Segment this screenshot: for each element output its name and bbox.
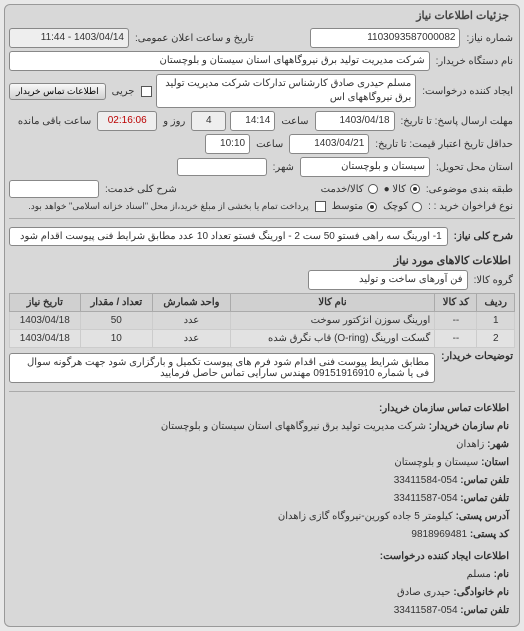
c-addr-value: کیلومتر 5 جاده کورین-نیروگاه گازی زاهدان	[278, 511, 453, 522]
creator-block: اطلاعات ایجاد کننده درخواست: نام: مسلم ن…	[9, 546, 515, 622]
need-title-label: شرح کلی نیاز:	[452, 231, 515, 242]
c-post-label: کد پستی:	[470, 529, 509, 540]
radio-small-label: کوچک	[381, 201, 410, 212]
deadline-label: مهلت ارسال پاسخ: تا تاریخ:	[399, 116, 515, 127]
radio-medium-label: متوسط	[330, 201, 365, 212]
divider-2	[9, 391, 515, 392]
deadline-time-label: ساعت	[279, 116, 310, 127]
delivery-loc-field: سیستان و بلوچستان	[300, 157, 430, 177]
details-panel: جزئیات اطلاعات نیاز شماره نیاز: 11030935…	[4, 4, 520, 627]
announce-field: 1403/04/14 - 11:44	[9, 28, 129, 48]
prepay-checkbox[interactable]	[315, 201, 326, 212]
col-name: نام کالا	[230, 294, 435, 312]
desc-label: توضیحات خریدار:	[439, 351, 515, 362]
remain-time-field: 02:16:06	[97, 111, 157, 131]
cr-first-label: نام:	[494, 569, 509, 580]
org-label: نام دستگاه خریدار:	[434, 56, 515, 67]
desc-field: مطابق شرایط پیوست فنی اقدام شود فرم های …	[9, 353, 435, 383]
prepay-label: پرداخت تمام یا بخشی از مبلغ خرید،از محل …	[26, 201, 310, 212]
cr-last-label: نام خانوادگی:	[453, 587, 509, 598]
group-field: فن آورهای ساخت و تولید	[308, 270, 468, 290]
radio-goods-label: کالا ●	[382, 184, 408, 195]
org-field: شرکت مدیریت تولید برق نیروگاههای استان س…	[9, 51, 430, 71]
c-prov-label: استان:	[481, 457, 509, 468]
deadline-time-field: 14:14	[230, 111, 275, 131]
need-title-field: 1- اورینگ سه راهی فستو 50 ست 2 - اورینگ …	[9, 227, 448, 246]
col-code: کد کالا	[435, 294, 477, 312]
col-date: تاریخ نیاز	[10, 294, 81, 312]
remain-days-field: 4	[191, 111, 226, 131]
validity-label: حداقل تاریخ اعتبار قیمت: تا تاریخ:	[373, 139, 515, 150]
table-row: 2 -- گسکت اورینگ (O-ring) قاب نگرق شده ع…	[10, 330, 515, 348]
req-no-label: شماره نیاز:	[464, 33, 515, 44]
buyer-contact-button[interactable]: اطلاعات تماس خریدار	[9, 83, 106, 100]
goods-section-label: اطلاعات کالاهای مورد نیاز	[13, 254, 511, 267]
partial-checkbox[interactable]	[141, 86, 152, 97]
c-tel-label: تلفن تماس:	[460, 475, 509, 486]
requester-label: ایجاد کننده درخواست:	[420, 86, 515, 97]
radio-service-label: کالا/خدمت	[319, 184, 366, 195]
group-label: گروه کالا:	[472, 275, 515, 286]
deadline-date-field: 1403/04/18	[315, 111, 395, 131]
pkg-label: طبقه بندی موضوعی:	[424, 184, 515, 195]
c-fax-label: تلفن تماس:	[460, 493, 509, 504]
table-header-row: ردیف کد کالا نام کالا واحد شمارش تعداد /…	[10, 294, 515, 312]
contact-block: اطلاعات تماس سازمان خریدار: نام سازمان خ…	[9, 398, 515, 546]
divider-1	[9, 218, 515, 219]
cr-phone-label: تلفن تماس:	[460, 605, 509, 616]
creator-section-label: اطلاعات ایجاد کننده درخواست:	[15, 548, 509, 566]
days-and-label: روز و	[161, 116, 187, 127]
validity-time-field: 10:10	[205, 134, 250, 154]
service-desc-label: شرح کلی خدمت:	[103, 184, 179, 195]
radio-medium[interactable]	[367, 202, 377, 212]
c-addr-label: آدرس پستی:	[456, 511, 509, 522]
partial-label: جریی	[110, 86, 137, 97]
validity-date-field: 1403/04/21	[289, 134, 369, 154]
delivery-loc-label: استان محل تحویل:	[434, 162, 515, 173]
items-table: ردیف کد کالا نام کالا واحد شمارش تعداد /…	[9, 293, 515, 348]
c-post-value: 9818969481	[411, 529, 467, 540]
table-row: 1 -- اورینگ سوزن انژکتور سوخت عدد 50 140…	[10, 312, 515, 330]
c-city-value: زاهدان	[456, 439, 484, 450]
radio-small[interactable]	[412, 202, 422, 212]
c-org-label: نام سازمان خریدار:	[429, 421, 509, 432]
cr-last-value: حیدری صادق	[397, 587, 451, 598]
city-field	[177, 158, 267, 176]
cr-first-value: مسلم	[467, 569, 491, 580]
cr-phone-value: 054-33411587	[394, 605, 458, 616]
radio-goods[interactable]	[410, 184, 420, 194]
col-unit: واحد شمارش	[153, 294, 231, 312]
panel-title: جزئیات اطلاعات نیاز	[15, 9, 509, 22]
c-prov-value: سیستان و بلوچستان	[394, 457, 478, 468]
announce-label: تاریخ و ساعت اعلان عمومی:	[133, 33, 256, 44]
col-row: ردیف	[477, 294, 515, 312]
remain-label: ساعت باقی مانده	[16, 116, 93, 127]
service-desc-field	[9, 180, 99, 198]
c-city-label: شهر:	[487, 439, 509, 450]
city-label: شهر:	[271, 162, 296, 173]
requester-field: مسلم حیدری صادق کارشناس تدارکات شرکت مدی…	[156, 74, 417, 108]
col-qty: تعداد / مقدار	[80, 294, 153, 312]
validity-time-label: ساعت	[254, 139, 285, 150]
c-fax-value: 054-33411587	[394, 493, 458, 504]
c-org-value: شرکت مدیریت تولید برق نیروگاههای استان س…	[161, 421, 426, 432]
type-label: نوع فراخوان خرید : :	[426, 201, 515, 212]
contact-section-label: اطلاعات تماس سازمان خریدار:	[15, 400, 509, 418]
c-tel-value: 054-33411584	[394, 475, 458, 486]
radio-service[interactable]	[368, 184, 378, 194]
req-no-field: 1103093587000082	[310, 28, 460, 48]
